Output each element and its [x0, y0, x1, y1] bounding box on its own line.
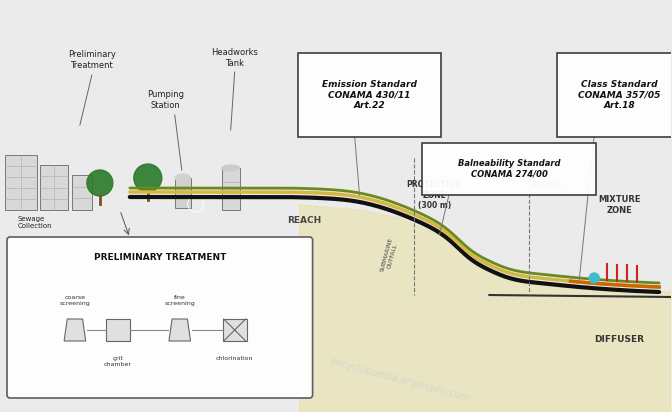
- Text: DIFFUSER: DIFFUSER: [594, 335, 644, 344]
- Text: Pumping
Station: Pumping Station: [147, 90, 184, 110]
- Text: Preliminary
Treatment: Preliminary Treatment: [68, 50, 116, 70]
- Circle shape: [134, 164, 162, 192]
- Text: PROTECTION
ZONE
(300 m): PROTECTION ZONE (300 m): [407, 180, 462, 210]
- FancyBboxPatch shape: [222, 168, 240, 210]
- Text: Class Standard
CONAMA 357/05
Art.18: Class Standard CONAMA 357/05 Art.18: [578, 80, 661, 110]
- Text: Balneability Standard
CONAMA 274/00: Balneability Standard CONAMA 274/00: [458, 159, 560, 179]
- Text: MIXTURE
ZONE: MIXTURE ZONE: [598, 195, 640, 215]
- Ellipse shape: [222, 165, 240, 171]
- Text: coarse
screening: coarse screening: [60, 295, 90, 306]
- Text: SUBMARINE
OUTFALL: SUBMARINE OUTFALL: [380, 236, 399, 274]
- Text: grit
chamber: grit chamber: [104, 356, 132, 367]
- Polygon shape: [169, 319, 191, 341]
- Circle shape: [87, 170, 113, 196]
- Text: Sewage
Collection: Sewage Collection: [18, 215, 52, 229]
- FancyBboxPatch shape: [40, 165, 68, 210]
- Text: chlorination: chlorination: [216, 356, 253, 361]
- Text: PRELIMINARY TREATMENT: PRELIMINARY TREATMENT: [93, 253, 226, 262]
- Ellipse shape: [175, 174, 191, 182]
- FancyBboxPatch shape: [5, 155, 37, 210]
- FancyBboxPatch shape: [557, 53, 672, 137]
- FancyBboxPatch shape: [222, 319, 247, 341]
- Text: REACH: REACH: [288, 215, 322, 225]
- Text: Plume: Plume: [532, 180, 562, 190]
- Text: fine
screening: fine screening: [165, 295, 195, 306]
- FancyBboxPatch shape: [106, 319, 130, 341]
- Polygon shape: [300, 205, 671, 412]
- FancyBboxPatch shape: [175, 178, 191, 208]
- Text: encyclopaedia.argonavis.com: encyclopaedia.argonavis.com: [328, 356, 471, 404]
- FancyBboxPatch shape: [423, 143, 596, 195]
- Polygon shape: [64, 319, 86, 341]
- Circle shape: [589, 273, 599, 283]
- Text: Emission Standard
CONAMA 430/11
Art.22: Emission Standard CONAMA 430/11 Art.22: [322, 80, 417, 110]
- FancyBboxPatch shape: [72, 175, 92, 210]
- FancyBboxPatch shape: [7, 237, 312, 398]
- FancyBboxPatch shape: [298, 53, 442, 137]
- Text: Headworks
Tank: Headworks Tank: [211, 48, 258, 68]
